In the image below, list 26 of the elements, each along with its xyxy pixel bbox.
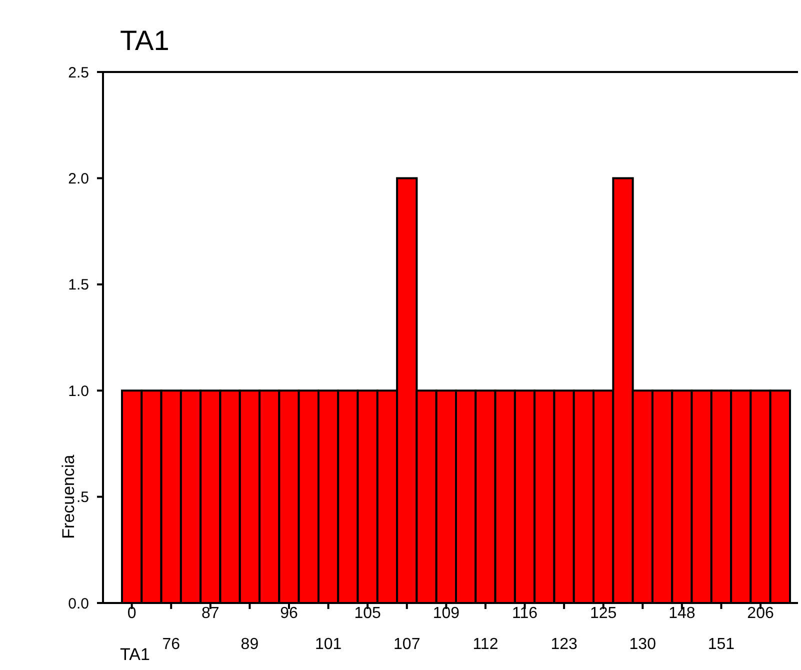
x-tick-label: 96 — [280, 605, 298, 622]
x-tick-label: 89 — [240, 636, 259, 653]
x-tick-label: 76 — [162, 636, 180, 653]
y-tick-label: 0.0 — [68, 595, 89, 612]
y-tick-label: .5 — [76, 489, 89, 506]
y-tick-label: 2.5 — [68, 64, 89, 82]
y-tick-label: 1.0 — [68, 382, 89, 400]
y-tick-label: 2.0 — [68, 170, 89, 188]
x-tick-label: 112 — [472, 636, 498, 653]
y-axis-title: Frecuencia — [59, 454, 78, 539]
y-tick-label: 1.5 — [68, 276, 89, 294]
x-tick-label: 123 — [550, 636, 578, 653]
x-axis-title: TA1 — [120, 645, 150, 664]
x-tick-label: 87 — [202, 605, 220, 622]
x-tick-label: 109 — [432, 605, 460, 622]
x-tick-label: 206 — [747, 605, 774, 622]
x-tick-label: 105 — [354, 605, 382, 622]
x-tick-label: 130 — [629, 636, 656, 653]
x-tick-label: 107 — [394, 636, 420, 653]
x-tick-label: 116 — [512, 605, 538, 622]
x-tick-label: 101 — [314, 636, 342, 653]
x-tick-label: 0 — [127, 605, 136, 622]
x-tick-label: 125 — [590, 605, 617, 622]
x-tick-label: 151 — [708, 636, 735, 653]
chart-title: TA1 — [120, 25, 170, 56]
x-tick-label: 148 — [668, 605, 696, 622]
